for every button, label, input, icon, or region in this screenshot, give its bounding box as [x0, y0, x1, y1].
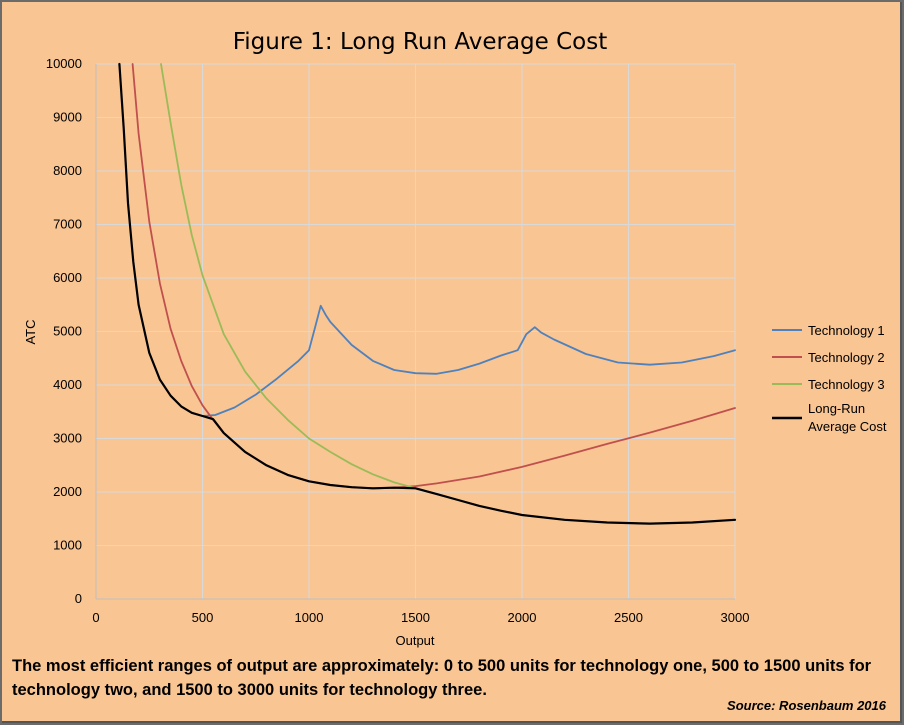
y-tick-label: 1000 [53, 538, 82, 553]
y-tick-label: 0 [75, 591, 82, 606]
series-line-long-run-average-cost [118, 62, 737, 525]
y-tick-label: 9000 [53, 110, 82, 125]
y-tick-label: 3000 [53, 431, 82, 446]
axes: 0100020003000400050006000700080009000100… [46, 56, 750, 625]
x-axis-label: Output [395, 633, 434, 648]
series-line-technology-1 [201, 304, 736, 417]
y-tick-label: 7000 [53, 217, 82, 232]
x-tick-label: 1000 [295, 610, 324, 625]
legend-label-technology-2: Technology 2 [808, 350, 885, 365]
series-line-technology-3 [160, 63, 736, 525]
legend: Technology 1 Technology 2 Technology 3 L… [772, 323, 887, 434]
y-tick-label: 6000 [53, 270, 82, 285]
legend-label-technology-1: Technology 1 [808, 323, 885, 338]
x-tick-label: 0 [92, 610, 99, 625]
y-tick-label: 2000 [53, 484, 82, 499]
y-tick-label: 8000 [53, 163, 82, 178]
y-tick-label: 4000 [53, 377, 82, 392]
source-credit: Source: Rosenbaum 2016 [727, 698, 886, 713]
x-tick-label: 2000 [508, 610, 537, 625]
x-tick-label: 2500 [614, 610, 643, 625]
y-tick-label: 10000 [46, 56, 82, 71]
legend-label-technology-3: Technology 3 [808, 377, 885, 392]
chart-caption: The most efficient ranges of output are … [12, 657, 872, 699]
x-tick-label: 500 [192, 610, 214, 625]
y-tick-label: 5000 [53, 324, 82, 339]
gridlines [96, 63, 736, 599]
legend-label-average-cost: Average Cost [808, 419, 887, 434]
series-lines [118, 62, 737, 525]
series-line-technology-2 [131, 63, 736, 490]
x-tick-label: 3000 [721, 610, 750, 625]
chart-title: Figure 1: Long Run Average Cost [233, 29, 608, 55]
x-tick-label: 1500 [401, 610, 430, 625]
y-axis-label: ATC [23, 319, 38, 344]
legend-label-long-run: Long-Run [808, 401, 865, 416]
